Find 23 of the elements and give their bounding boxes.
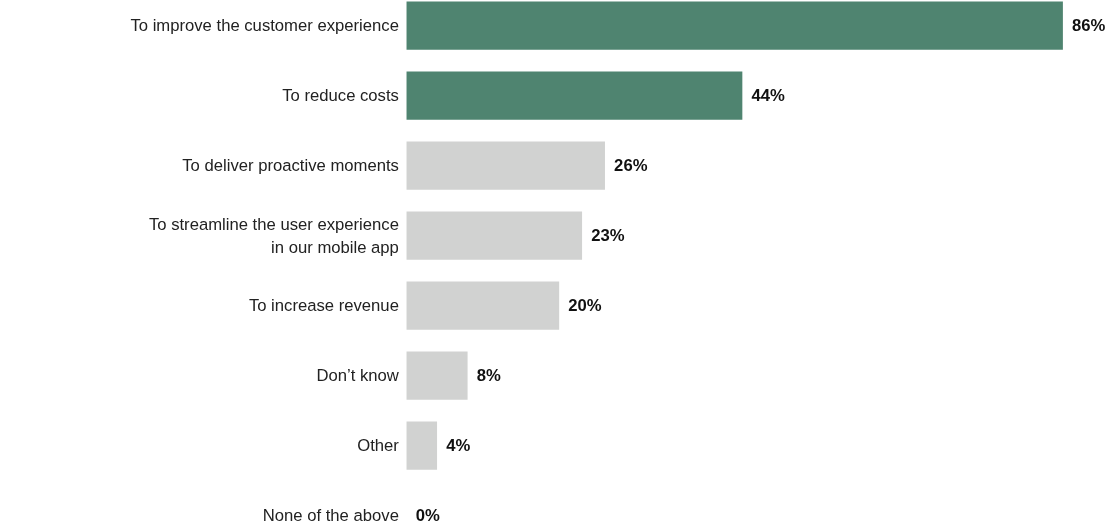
data-label: 86%	[1072, 16, 1106, 36]
data-label: 23%	[591, 226, 625, 246]
data-label: 8%	[476, 366, 502, 386]
data-label: 44%	[751, 86, 786, 106]
bar	[406, 281, 560, 330]
bar	[406, 1, 1063, 50]
y-tick-label: To deliver proactive moments	[182, 156, 399, 176]
bar	[406, 421, 438, 470]
y-tick-label: To improve the customer experience	[130, 16, 399, 36]
y-tick-label: To reduce costs	[282, 86, 399, 106]
bar	[406, 211, 583, 260]
data-label: 20%	[568, 296, 602, 316]
bar	[406, 141, 605, 190]
y-tick-label: Don’t know	[316, 366, 400, 386]
y-tick-label: To increase revenue	[248, 296, 399, 316]
bar	[406, 351, 468, 400]
y-tick-label: Other	[357, 436, 400, 456]
data-label: 4%	[446, 436, 471, 456]
data-label: 0%	[415, 506, 440, 526]
y-tick-label: None of the above	[262, 506, 399, 526]
bar	[406, 71, 743, 120]
data-label: 26%	[614, 156, 648, 176]
y-tick-label: To streamline the user experience in our mobile app	[148, 214, 399, 257]
